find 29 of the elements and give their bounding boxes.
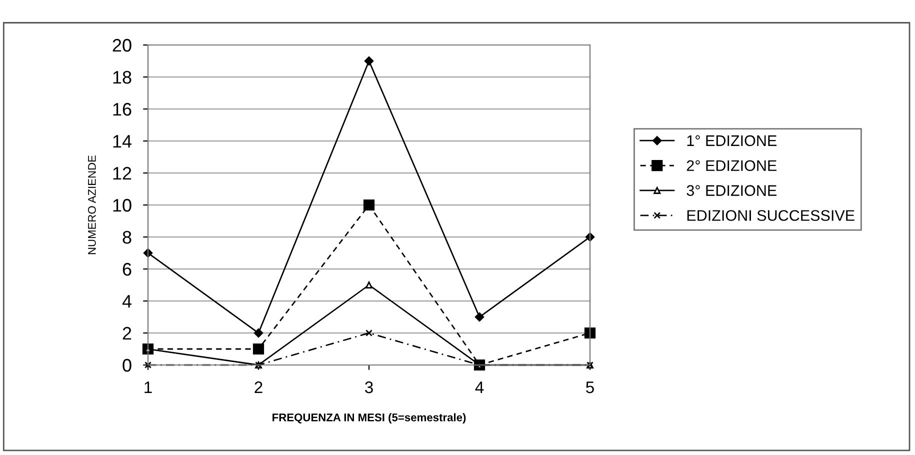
y-tick-label: 12 [113,166,132,180]
y-tick-label: 6 [122,262,132,276]
point [584,327,596,339]
legend-label: 3° EDIZIONE [686,185,776,196]
legend-label: 2° EDIZIONE [686,160,776,172]
y-tick-label: 4 [122,295,132,308]
y-tick-label: 10 [113,198,132,212]
x-axis-title: FREQUENZA IN MESI (5=semestrale) [272,413,466,424]
x-tick-label: 2 [254,381,262,394]
point [254,328,264,338]
x-tick-label: 4 [475,382,484,394]
point [474,312,484,322]
y-tick-label: 18 [113,70,132,84]
y-tick-label: 14 [113,135,132,148]
point [252,343,264,355]
y-tick-label: 8 [122,230,132,244]
point [364,56,374,66]
y-tick-label: 2 [122,326,132,340]
x-tick-label: 5 [586,382,594,394]
x-tick-label: 3 [365,381,373,394]
legend-label: EDIZIONI SUCCESSIVE [687,210,854,221]
y-axis-title: NUMERO AZIENDE [88,155,96,254]
x-tick-label: 1 [144,382,152,394]
y-tick-label: 16 [113,102,132,116]
legend-label: 1° EDIZIONE [687,135,776,146]
y-tick-label: 20 [112,38,132,52]
point [366,282,372,288]
point [363,199,375,211]
y-tick-label: 0 [122,358,132,372]
